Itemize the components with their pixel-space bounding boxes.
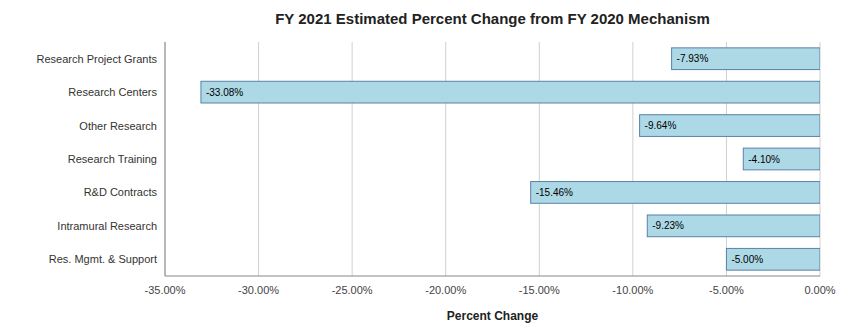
data-label: -7.93% <box>677 53 709 64</box>
data-label: -5.00% <box>731 254 763 265</box>
x-tick-label: -5.00% <box>709 284 744 296</box>
chart-svg: -35.00% -30.00% -25.00% -20.00% -15.00% -10.0… <box>0 0 850 334</box>
grid-line <box>539 42 540 276</box>
bar <box>647 215 820 237</box>
data-label: -4.10% <box>748 154 780 165</box>
bar <box>726 248 820 270</box>
bar <box>640 115 820 137</box>
data-label: -9.23% <box>652 220 684 231</box>
x-axis-line <box>165 276 820 277</box>
data-label: -9.64% <box>645 120 677 131</box>
grid-line <box>165 42 166 276</box>
grid-line <box>258 42 259 276</box>
bars <box>201 48 820 270</box>
x-tick-label: -30.00% <box>238 284 279 296</box>
chart-container: -35.00% -30.00% -25.00% -20.00% -15.00% -10.0… <box>0 0 850 334</box>
data-label: -33.08% <box>206 87 243 98</box>
bar <box>201 81 820 103</box>
grid-line <box>632 42 633 276</box>
category-label: Research Training <box>68 153 157 165</box>
bar <box>531 182 820 204</box>
x-tick-label: -10.00% <box>612 284 653 296</box>
grid-line <box>726 42 727 276</box>
category-label: Research Project Grants <box>37 53 158 65</box>
category-label: Intramural Research <box>57 220 157 232</box>
bar <box>672 48 820 70</box>
x-tick-label: -15.00% <box>519 284 560 296</box>
category-label: Res. Mgmt. & Support <box>49 253 157 265</box>
x-tick-label: -35.00% <box>145 284 186 296</box>
grid-line <box>352 42 353 276</box>
bar <box>743 148 820 170</box>
data-label: -15.46% <box>536 187 573 198</box>
y-axis-line <box>165 42 166 276</box>
category-label: Research Centers <box>68 86 157 98</box>
category-label: R&D Contracts <box>84 186 158 198</box>
category-label: Other Research <box>79 120 157 132</box>
grid-line <box>445 42 446 276</box>
title: FY 2021 Estimated Percent Change from FY… <box>275 10 710 27</box>
x-axis-label: Percent Change <box>447 309 539 323</box>
x-tick-label: 0.00% <box>804 284 835 296</box>
x-tick-label: -20.00% <box>425 284 466 296</box>
x-tick-label: -25.00% <box>332 284 373 296</box>
grid <box>165 42 820 276</box>
